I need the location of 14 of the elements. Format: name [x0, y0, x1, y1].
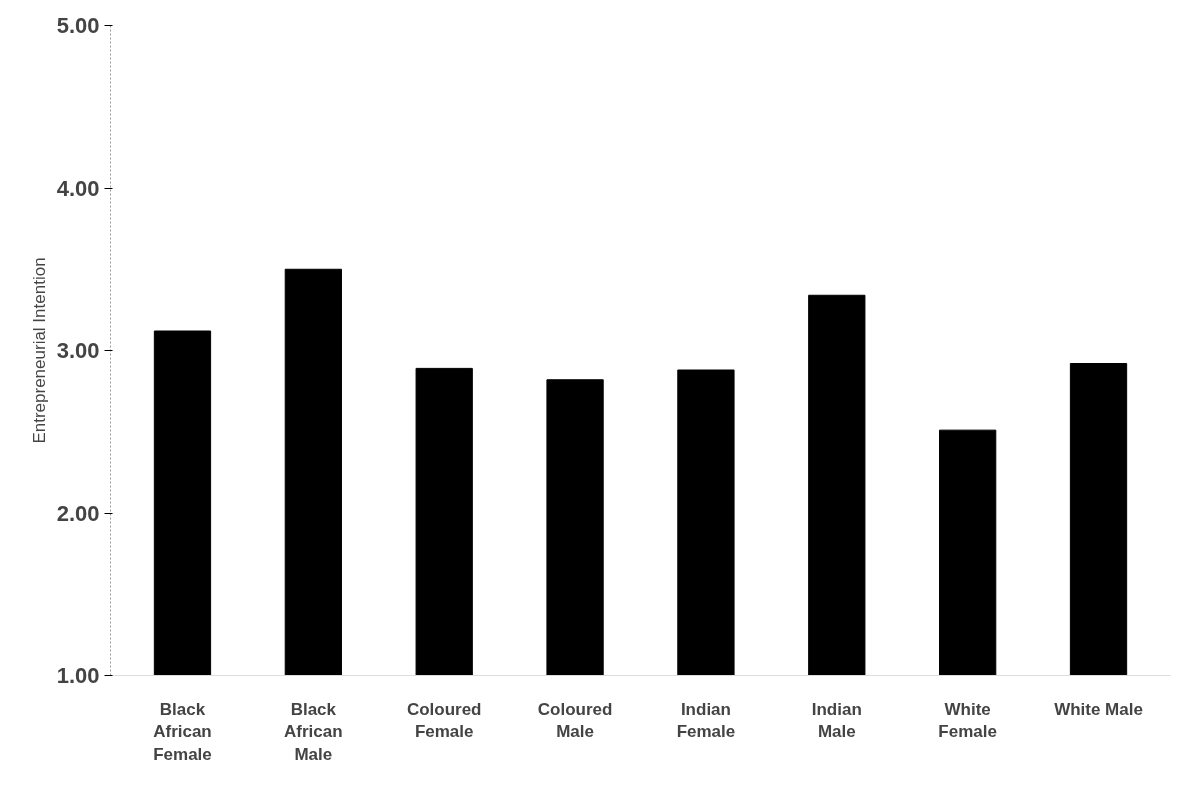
x-tick-label: Coloured Female — [406, 699, 482, 742]
y-tick-label: 3.00 — [56, 338, 100, 363]
x-tick-label: Indian Male — [811, 699, 862, 742]
y-axis-title: Entrepreneurial Intention — [29, 257, 49, 444]
x-tick-label: Coloured Male — [537, 699, 613, 742]
y-tick-label: 1.00 — [56, 663, 100, 688]
x-tick-label: White Female — [938, 699, 997, 742]
y-tick-label: 5.00 — [56, 13, 100, 38]
x-tick-label: Black African Female — [153, 699, 212, 765]
x-tick-label: Indian Female — [676, 699, 736, 742]
y-tick-label: 2.00 — [56, 500, 100, 526]
y-tick-label: 4.00 — [56, 175, 100, 201]
x-tick-label: White Male — [1054, 699, 1143, 719]
x-tick-label: Black African Male — [284, 699, 343, 765]
